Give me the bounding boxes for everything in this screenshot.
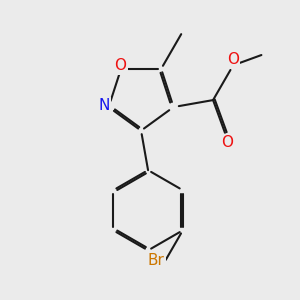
Text: Br: Br [148,253,165,268]
Text: O: O [221,135,233,150]
Text: N: N [98,98,110,113]
Text: O: O [227,52,239,68]
Text: O: O [114,58,126,74]
